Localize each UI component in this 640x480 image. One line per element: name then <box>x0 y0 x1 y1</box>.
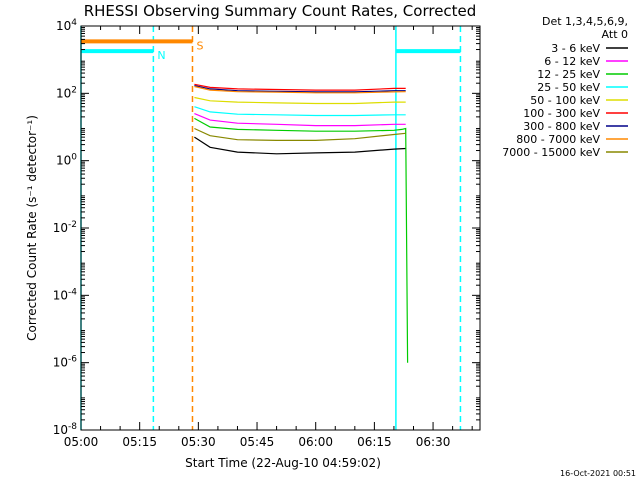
y-tick-label-0: 104 <box>56 18 77 33</box>
y-tick-label-3: 10-2 <box>53 220 77 235</box>
series-line-4 <box>194 96 406 105</box>
chart-title: RHESSI Observing Summary Count Rates, Co… <box>84 2 477 20</box>
legend-label-5: 100 - 300 keV <box>523 107 600 120</box>
timestamp: 16-Oct-2021 00:51 <box>560 469 636 478</box>
series-line-7 <box>194 85 406 94</box>
series-line-6 <box>194 85 406 93</box>
y-tick-label-4: 10-4 <box>53 287 78 302</box>
x-tick-label-2: 05:30 <box>181 435 216 449</box>
x-tick-label-4: 06:00 <box>298 435 333 449</box>
vertical-marker-lines <box>80 26 462 430</box>
y-tick-label-2: 100 <box>56 153 77 168</box>
observing-flags: NS <box>81 39 461 62</box>
legend-label-1: 6 - 12 keV <box>544 55 600 68</box>
series-line-8 <box>194 127 406 141</box>
x-tick-label-0: 05:00 <box>64 435 99 449</box>
y-tick-label-6: 10-8 <box>53 422 78 437</box>
x-tick-label-5: 06:15 <box>357 435 392 449</box>
legend-label-8: 7000 - 15000 keV <box>502 146 600 159</box>
legend-label-0: 3 - 6 keV <box>551 42 600 55</box>
y-axis-label: Corrected Count Rate (s⁻¹ detector⁻¹) <box>25 115 39 341</box>
flag-N-label: N <box>157 49 165 62</box>
legend-header-line-1: Det 1,3,4,5,6,9, <box>542 15 628 28</box>
series-line-1 <box>194 113 406 127</box>
x-axis-ticks: 05:00 05:15 05:30 05:45 06:00 06:15 06:30 <box>64 26 473 449</box>
legend-label-2: 12 - 25 keV <box>537 68 600 81</box>
y-axis-ticks: 104 102 100 10-2 10-4 10-6 10-8 <box>53 18 480 437</box>
flag-S-label: S <box>196 39 203 52</box>
series-line-0 <box>194 136 406 155</box>
series-line-3 <box>194 106 406 117</box>
series-lines <box>194 83 409 363</box>
y-tick-label-5: 10-6 <box>53 355 78 370</box>
series-line-2 <box>194 117 409 363</box>
x-tick-label-1: 05:15 <box>122 435 157 449</box>
legend-label-7: 800 - 7000 keV <box>516 133 600 146</box>
series-line-5 <box>194 83 406 91</box>
y-tick-label-1: 102 <box>56 85 77 100</box>
x-tick-label-3: 05:45 <box>240 435 275 449</box>
x-tick-label-6: 06:30 <box>416 435 451 449</box>
plot-frame <box>80 25 481 431</box>
legend-label-3: 25 - 50 keV <box>537 81 600 94</box>
legend-label-4: 50 - 100 keV <box>530 94 600 107</box>
legend-header-line-2: Att 0 <box>602 28 628 41</box>
legend-label-6: 300 - 800 keV <box>523 120 600 133</box>
x-axis-label: Start Time (22-Aug-10 04:59:02) <box>185 456 381 470</box>
